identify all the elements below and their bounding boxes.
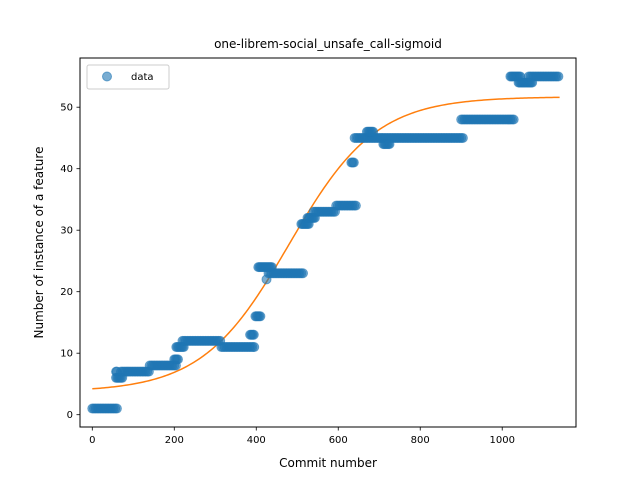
chart-title: one-librem-social_unsafe_call-sigmoid bbox=[214, 37, 442, 51]
y-tick-label: 10 bbox=[60, 349, 73, 360]
data-point bbox=[248, 329, 259, 340]
y-axis-ticks: 0 10 20 30 40 50 bbox=[60, 103, 80, 421]
legend-label-data: data bbox=[131, 72, 154, 83]
data-point bbox=[368, 126, 379, 137]
data-point bbox=[111, 403, 122, 414]
data-point bbox=[457, 132, 468, 143]
legend-marker bbox=[102, 71, 112, 82]
sigmoid-fit-line bbox=[92, 96, 560, 390]
data-point bbox=[350, 200, 361, 211]
data-point bbox=[553, 71, 564, 82]
x-tick-label: 200 bbox=[165, 435, 184, 446]
data-point bbox=[508, 114, 519, 125]
data-point bbox=[384, 139, 395, 150]
data-points-layer bbox=[87, 71, 564, 414]
legend-box bbox=[86, 64, 170, 90]
x-tick-label: 600 bbox=[329, 435, 348, 446]
data-point bbox=[255, 311, 266, 322]
data-point bbox=[298, 268, 308, 279]
legend: data bbox=[86, 64, 170, 90]
y-axis-label: Number of instance of a feature bbox=[32, 147, 46, 339]
axes-frame bbox=[79, 57, 577, 428]
data-point bbox=[348, 157, 359, 168]
y-tick-label: 40 bbox=[60, 164, 73, 175]
y-tick-label: 50 bbox=[60, 103, 73, 114]
data-point bbox=[172, 354, 183, 365]
fit-line-layer bbox=[92, 96, 560, 390]
x-tick-label: 800 bbox=[411, 435, 430, 446]
x-axis-label: Commit number bbox=[279, 456, 377, 470]
y-tick-label: 30 bbox=[60, 226, 73, 237]
data-point bbox=[249, 342, 260, 353]
x-tick-label: 1000 bbox=[489, 435, 514, 446]
x-tick-label: 400 bbox=[247, 435, 266, 446]
y-tick-label: 0 bbox=[67, 410, 73, 421]
x-axis-ticks: 0 200 400 600 800 1000 bbox=[89, 427, 515, 446]
y-tick-label: 20 bbox=[60, 287, 73, 298]
x-tick-label: 0 bbox=[89, 435, 95, 446]
